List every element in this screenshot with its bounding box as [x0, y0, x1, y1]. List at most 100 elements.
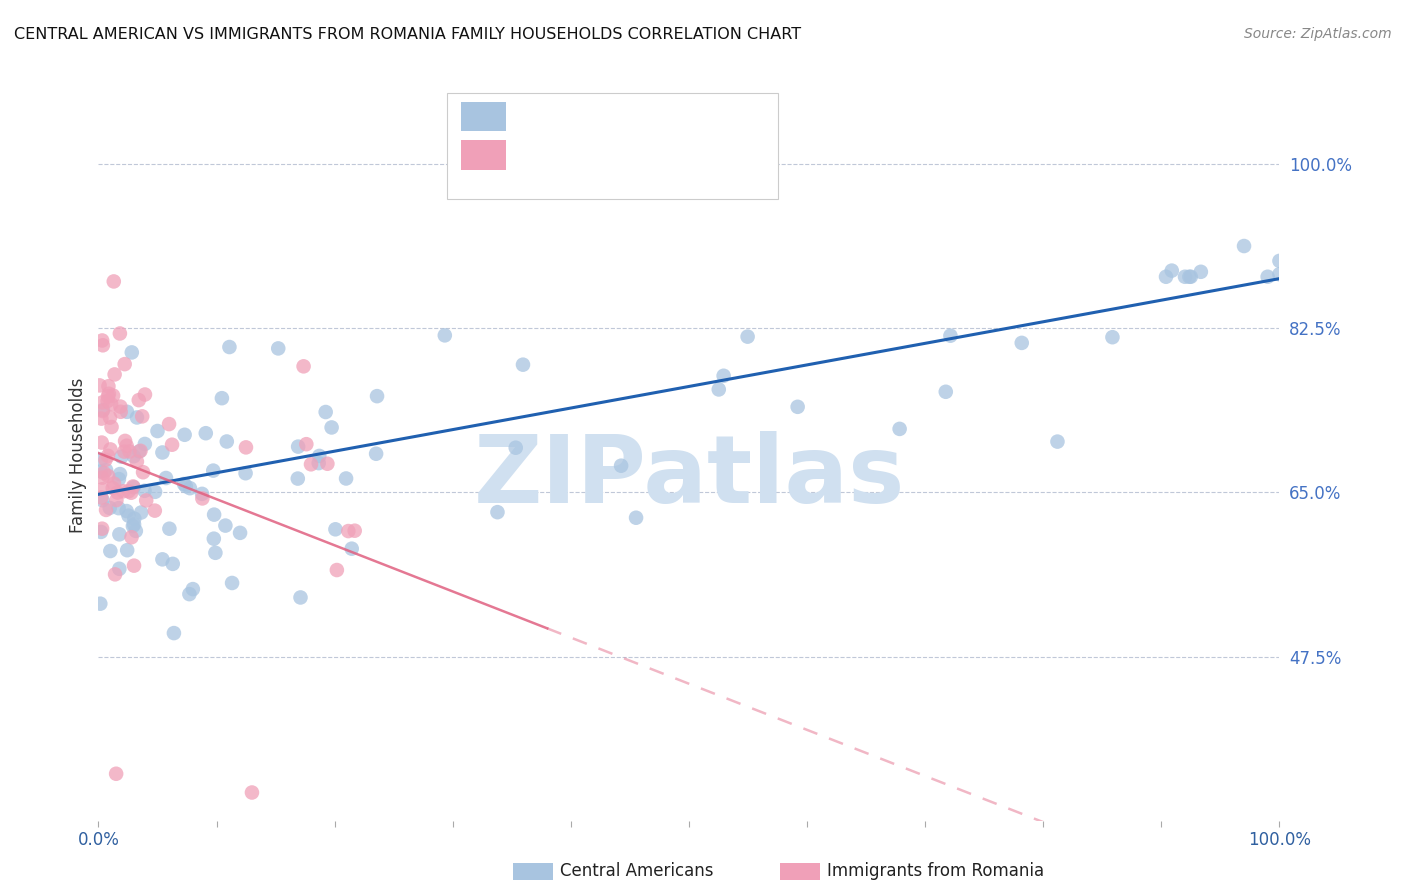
Point — [221, 576, 243, 591]
Point — [308, 449, 330, 463]
Point — [108, 467, 131, 481]
Point — [143, 484, 166, 499]
Point — [131, 409, 153, 424]
Point — [240, 785, 263, 799]
Point — [108, 562, 131, 576]
Point — [204, 546, 226, 560]
Point — [163, 626, 186, 640]
Point — [267, 342, 290, 356]
Point — [191, 487, 214, 501]
Point — [122, 479, 145, 493]
Point — [1160, 263, 1182, 277]
Point — [90, 452, 112, 467]
Point — [115, 439, 138, 453]
Point — [114, 357, 136, 371]
Point — [157, 522, 180, 536]
Point — [713, 368, 735, 383]
Point — [107, 485, 129, 500]
Point — [366, 389, 388, 403]
Point — [98, 544, 121, 558]
Point — [287, 440, 309, 454]
Point — [366, 447, 388, 461]
Point — [1154, 269, 1177, 284]
Point — [100, 442, 122, 457]
Point — [181, 582, 204, 596]
Point — [1268, 253, 1291, 268]
Point — [121, 530, 143, 544]
Point — [93, 466, 115, 480]
Point — [128, 393, 150, 408]
Point — [174, 479, 197, 493]
Point — [105, 493, 128, 508]
Point — [91, 338, 114, 352]
Point — [202, 532, 225, 546]
Point — [939, 328, 962, 343]
Point — [889, 422, 911, 436]
Point — [935, 384, 957, 399]
Point — [122, 449, 145, 463]
Point — [160, 438, 183, 452]
Point — [1178, 269, 1201, 284]
Point — [235, 467, 257, 481]
Point — [94, 452, 117, 467]
Point — [122, 517, 145, 532]
Point — [125, 454, 148, 468]
Point — [94, 463, 117, 477]
Point — [179, 481, 201, 495]
Text: Source: ZipAtlas.com: Source: ZipAtlas.com — [1244, 27, 1392, 41]
Point — [103, 275, 125, 289]
Point — [90, 524, 112, 539]
Point — [91, 404, 114, 418]
FancyBboxPatch shape — [447, 93, 778, 199]
Point — [152, 445, 174, 459]
Point — [610, 458, 633, 473]
Point — [91, 493, 114, 508]
Point — [1268, 267, 1291, 281]
Point — [125, 524, 148, 538]
Point — [737, 329, 759, 343]
Point — [218, 340, 240, 354]
Point — [115, 543, 138, 558]
Point — [120, 485, 142, 500]
Point — [315, 405, 337, 419]
Point — [104, 368, 127, 382]
Point — [91, 470, 114, 484]
Point — [1180, 269, 1202, 284]
Point — [343, 524, 366, 538]
Point — [105, 766, 128, 780]
Point — [215, 434, 238, 449]
Point — [486, 505, 509, 519]
Point — [97, 469, 120, 483]
Point — [129, 506, 152, 520]
Point — [98, 500, 121, 515]
Point — [316, 457, 339, 471]
Point — [134, 483, 156, 498]
Point — [326, 563, 349, 577]
Point — [214, 518, 236, 533]
Text: R = -0.160   N = 67: R = -0.160 N = 67 — [523, 146, 716, 164]
Point — [122, 558, 145, 573]
Point — [124, 511, 146, 525]
Point — [91, 334, 114, 348]
Point — [98, 410, 121, 425]
Point — [1101, 330, 1123, 344]
Point — [90, 435, 112, 450]
Point — [91, 395, 114, 409]
Point — [321, 420, 343, 434]
Point — [1189, 265, 1212, 279]
Point — [134, 437, 156, 451]
Point — [104, 567, 127, 582]
Point — [122, 519, 145, 533]
Text: ZIPatlas: ZIPatlas — [474, 431, 904, 523]
Bar — [461, 102, 506, 131]
Point — [135, 493, 157, 508]
Point — [1174, 269, 1197, 284]
Point — [90, 411, 112, 425]
Point — [173, 427, 195, 442]
Text: Central Americans: Central Americans — [560, 863, 713, 880]
Point — [194, 426, 217, 441]
Point — [117, 484, 139, 499]
Point — [125, 410, 148, 425]
Point — [287, 472, 309, 486]
Point — [337, 524, 360, 538]
